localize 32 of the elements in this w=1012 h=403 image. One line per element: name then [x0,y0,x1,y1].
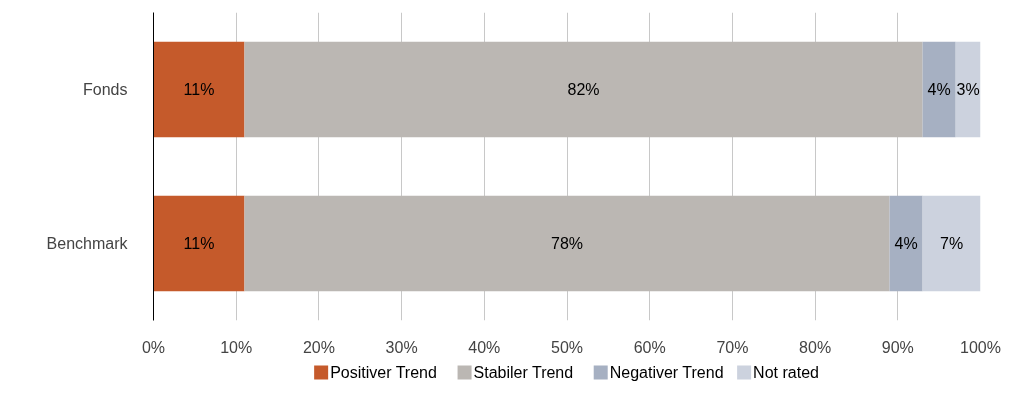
bar [153,41,245,138]
legend-label: Not rated [753,364,819,381]
x-tick-label: 30% [385,338,418,356]
data-label: 11% [183,81,215,98]
x-tick-label: 20% [302,338,335,356]
y-tick-label: Benchmark [46,235,129,252]
bar [153,195,245,292]
data-label: 7% [939,235,964,252]
data-label: 4% [894,235,918,252]
x-tick-label: 100% [960,338,1001,356]
x-tick-label: 50% [550,338,584,356]
legend-label: Positiver Trend [330,364,437,381]
bar [922,195,981,292]
data-label: 78% [550,235,584,252]
bar [244,195,890,292]
x-tick-label: 70% [716,338,749,356]
data-label: 3% [956,81,980,98]
x-tick-label: 40% [468,338,501,356]
x-tick-label: 10% [220,338,253,356]
data-label: 4% [927,81,951,98]
bar [889,195,923,292]
legend-label: Negativer Trend [609,364,724,381]
data-label: 11% [183,235,215,252]
x-tick-label: 90% [881,338,914,356]
data-label: 82% [567,81,600,98]
x-tick-label: 80% [799,338,832,356]
x-tick-label: 0% [141,338,166,356]
bar [244,41,923,138]
bar [922,41,956,138]
legend-label: Stabiler Trend [473,364,574,381]
x-tick-label: 60% [633,338,666,356]
y-tick-label: Fonds [83,81,128,98]
